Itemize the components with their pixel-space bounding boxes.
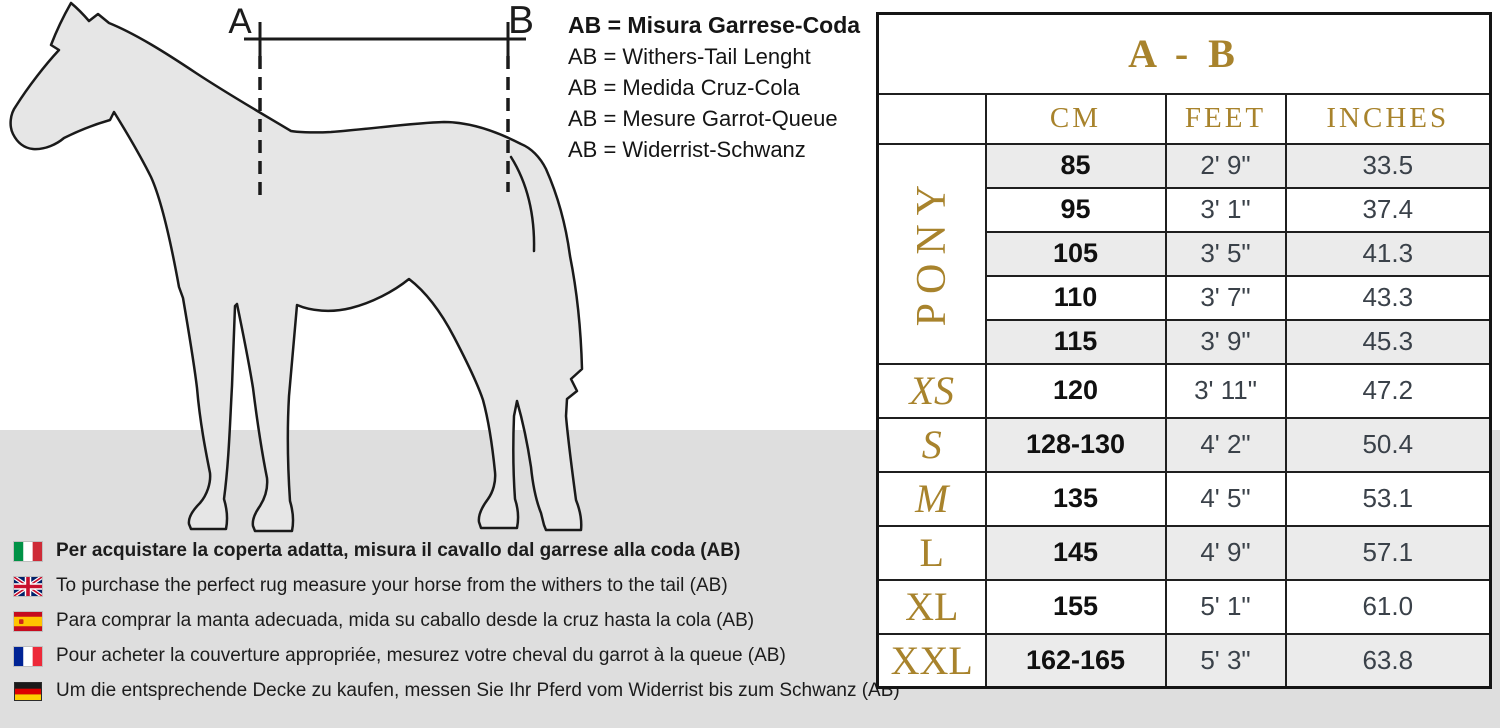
- instruction-row-french: Pour acheter la couverture appropriée, m…: [13, 645, 900, 667]
- instruction-row-spanish: Para comprar la manta adecuada, mida su …: [13, 610, 900, 632]
- feet-value: 5' 3": [1164, 632, 1287, 689]
- table-row: S 128-130 4' 2" 50.4: [876, 416, 1492, 473]
- feet-value: 3' 11": [1164, 362, 1287, 419]
- size-label: XL: [876, 578, 987, 635]
- table-row: 105 3' 5" 41.3: [878, 230, 1492, 277]
- cm-value: 145: [984, 524, 1167, 581]
- cm-value: 105: [984, 230, 1167, 277]
- table-row: 95 3' 1" 37.4: [878, 186, 1492, 233]
- feet-value: 4' 5": [1164, 470, 1287, 527]
- inches-value: 53.1: [1284, 470, 1492, 527]
- table-title-row: A - B: [876, 12, 1492, 95]
- cm-value: 85: [984, 142, 1167, 189]
- header-inches: INCHES: [1284, 92, 1492, 145]
- table-title: A - B: [876, 12, 1492, 95]
- table-row: XXL 162-165 5' 3" 63.8: [876, 632, 1492, 689]
- ab-definition-german: AB = Widerrist-Schwanz: [568, 137, 806, 162]
- instruction-text: Para comprar la manta adecuada, mida su …: [56, 610, 755, 631]
- feet-value: 4' 2": [1164, 416, 1287, 473]
- table-row: PONY 85 2' 9" 33.5: [876, 142, 1492, 365]
- germany-flag-icon: [14, 681, 42, 701]
- ab-definition-spanish: AB = Medida Cruz-Cola: [568, 75, 800, 100]
- table-row: L 145 4' 9" 57.1: [876, 524, 1492, 581]
- ab-definition-french: AB = Mesure Garrot-Queue: [568, 106, 838, 131]
- uk-flag-icon: [13, 575, 43, 597]
- horse-silhouette: [9, 1, 584, 533]
- instruction-text: To purchase the perfect rug measure your…: [56, 575, 728, 596]
- cm-value: 162-165: [984, 632, 1167, 689]
- cm-value: 115: [984, 318, 1167, 365]
- feet-value: 3' 7": [1164, 274, 1287, 321]
- size-label: XS: [876, 362, 987, 419]
- inches-value: 47.2: [1284, 362, 1492, 419]
- feet-value: 2' 9": [1164, 142, 1287, 189]
- feet-value: 3' 9": [1164, 318, 1287, 365]
- cm-value: 120: [984, 362, 1167, 419]
- instruction-text: Per acquistare la coperta adatta, misura…: [56, 540, 741, 561]
- feet-value: 4' 9": [1164, 524, 1287, 581]
- point-a-label: A: [228, 2, 252, 41]
- instruction-row-italian: Per acquistare la coperta adatta, misura…: [13, 540, 900, 562]
- inches-value: 33.5: [1284, 142, 1492, 189]
- italy-flag-icon: [13, 540, 43, 562]
- feet-value: 3' 1": [1164, 186, 1287, 233]
- header-feet: FEET: [1164, 92, 1287, 145]
- cm-value: 155: [984, 578, 1167, 635]
- horse-measurement-diagram: A B: [0, 0, 660, 545]
- cm-value: 135: [984, 470, 1167, 527]
- feet-value: 5' 1": [1164, 578, 1287, 635]
- horse-illustration: A B: [9, 0, 584, 533]
- france-flag-icon: [13, 645, 43, 667]
- instruction-row-english: To purchase the perfect rug measure your…: [13, 575, 900, 597]
- table-row: M 135 4' 5" 53.1: [876, 470, 1492, 527]
- table-row: 110 3' 7" 43.3: [878, 274, 1492, 321]
- table-row: XS 120 3' 11" 47.2: [876, 362, 1492, 419]
- table-header-row: CM FEET INCHES: [876, 92, 1492, 145]
- inches-value: 50.4: [1284, 416, 1492, 473]
- pony-group-label: PONY: [908, 175, 955, 327]
- inches-value: 57.1: [1284, 524, 1492, 581]
- inches-value: 61.0: [1284, 578, 1492, 635]
- spain-flag-icon: [13, 610, 43, 632]
- cm-value: 128-130: [984, 416, 1167, 473]
- instruction-row-german: Um die entsprechende Decke zu kaufen, me…: [14, 680, 900, 702]
- point-b-label: B: [508, 0, 534, 42]
- size-label: S: [876, 416, 987, 473]
- cm-value: 110: [984, 274, 1167, 321]
- size-label: XXL: [876, 632, 987, 689]
- ab-definition-english: AB = Withers-Tail Lenght: [568, 44, 811, 69]
- inches-value: 63.8: [1284, 632, 1492, 689]
- instruction-text: Um die entsprechende Decke zu kaufen, me…: [56, 680, 900, 701]
- ab-definitions-list: AB = Misura Garrese-Coda AB = Withers-Ta…: [568, 10, 860, 165]
- cm-value: 95: [984, 186, 1167, 233]
- inches-value: 37.4: [1284, 186, 1492, 233]
- ab-definition-italian: AB = Misura Garrese-Coda: [568, 12, 861, 38]
- size-label: L: [876, 524, 987, 581]
- size-table: A - B CM FEET INCHES PONY 85 2' 9" 33.5 …: [876, 12, 1492, 689]
- inches-value: 41.3: [1284, 230, 1492, 277]
- measuring-instructions: Per acquistare la coperta adatta, misura…: [13, 540, 900, 715]
- tail-crease-line: [509, 155, 536, 253]
- size-label: M: [876, 470, 987, 527]
- inches-value: 43.3: [1284, 274, 1492, 321]
- inches-value: 45.3: [1284, 318, 1492, 365]
- header-empty-cell: [876, 92, 987, 145]
- feet-value: 3' 5": [1164, 230, 1287, 277]
- instruction-text: Pour acheter la couverture appropriée, m…: [56, 645, 786, 666]
- pony-group-cell: PONY: [876, 142, 987, 365]
- header-cm: CM: [984, 92, 1167, 145]
- table-row: 115 3' 9" 45.3: [878, 318, 1492, 365]
- table-row: XL 155 5' 1" 61.0: [876, 578, 1492, 635]
